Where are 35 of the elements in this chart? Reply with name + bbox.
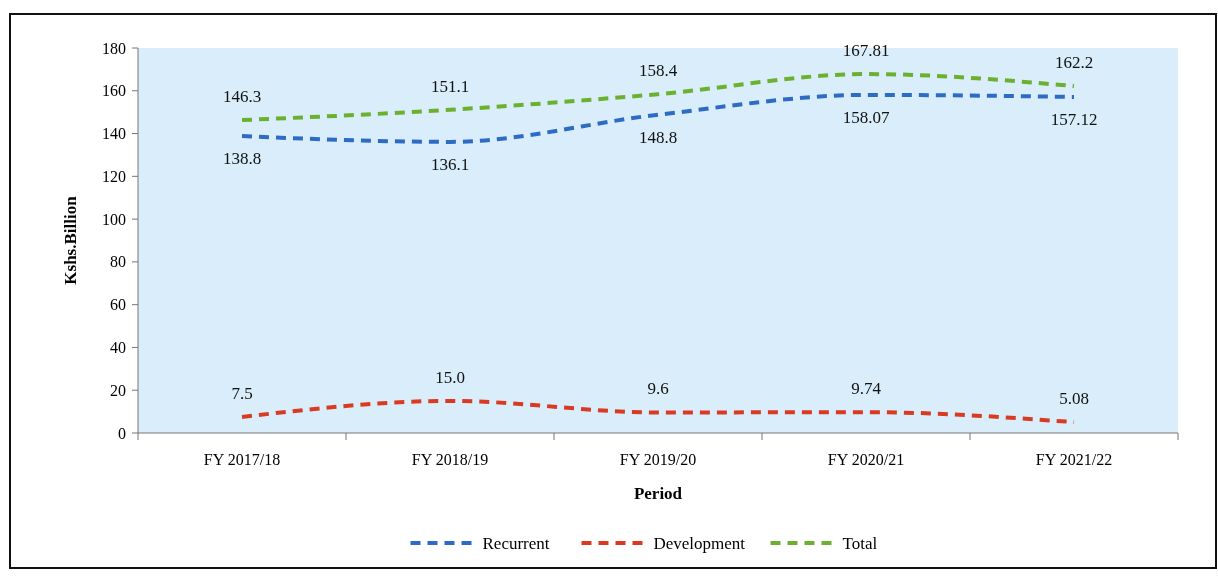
data-label: 9.74 — [851, 379, 882, 399]
y-axis-title: Kshs.Billion — [61, 195, 80, 285]
data-label: 5.08 — [1059, 389, 1089, 409]
legend-label: Total — [842, 533, 878, 553]
data-label: 7.5 — [231, 383, 253, 403]
y-tick-label: 60 — [110, 296, 126, 314]
y-tick-label: 0 — [118, 424, 126, 442]
x-tick-label: FY 2021/22 — [1035, 451, 1113, 468]
data-label: 15.0 — [435, 367, 465, 387]
data-label: 148.8 — [638, 127, 678, 147]
data-label: 9.6 — [647, 379, 669, 399]
data-label: 151.1 — [430, 76, 470, 96]
x-tick-label: FY 2018/19 — [411, 451, 489, 468]
y-tick-label: 120 — [102, 167, 126, 185]
data-label: 157.12 — [1050, 109, 1098, 129]
data-label: 162.2 — [1054, 53, 1094, 73]
data-label: 158.4 — [638, 61, 678, 81]
legend-label: Development — [653, 533, 746, 553]
y-tick-label: 180 — [102, 39, 126, 57]
y-tick-label: 20 — [110, 381, 126, 399]
x-tick-label: FY 2019/20 — [619, 451, 697, 468]
x-tick-label: FY 2017/18 — [203, 451, 281, 468]
x-axis-title: Period — [633, 484, 683, 503]
y-tick-label: 140 — [102, 125, 126, 143]
data-label: 136.1 — [430, 154, 470, 174]
y-tick-label: 160 — [102, 82, 126, 100]
data-label: 167.81 — [842, 41, 890, 61]
legend-label: Recurrent — [482, 533, 550, 553]
data-label: 138.8 — [222, 149, 262, 169]
data-label: 158.07 — [842, 107, 890, 127]
y-tick-label: 80 — [110, 253, 126, 271]
x-tick-label: FY 2020/21 — [827, 451, 905, 468]
y-tick-label: 40 — [110, 339, 126, 357]
data-label: 146.3 — [222, 87, 262, 107]
y-tick-label: 100 — [102, 210, 126, 228]
